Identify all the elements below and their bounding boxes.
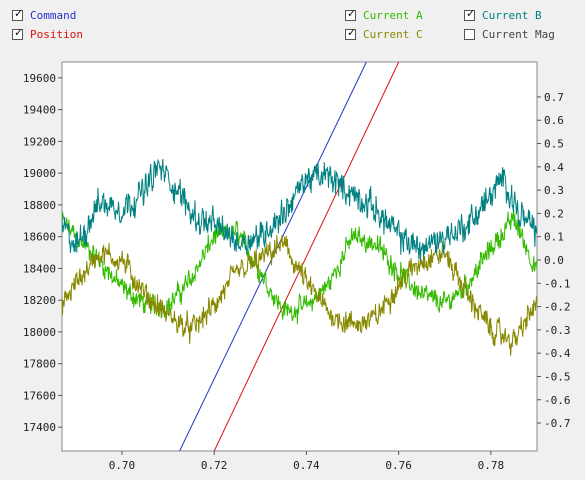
right-tick-label: -0.1 [544,277,571,290]
right-tick-label: -0.2 [544,301,571,314]
x-tick-label: 0.78 [478,459,505,472]
checkmark-icon: ✓ [347,6,357,20]
left-tick-label: 18800 [23,199,56,212]
position-checkbox[interactable]: ✓ [12,25,24,40]
series-line-position [213,62,400,451]
right-tick-label: 0.6 [544,114,564,127]
checkmark-icon: ✓ [466,6,476,20]
series-line-current-b [62,158,537,262]
checkmark-icon: ✓ [347,25,357,39]
current-a-checkbox[interactable]: ✓ [345,6,357,21]
left-tick-label: 17800 [23,358,56,371]
left-tick-label: 17400 [23,421,56,434]
current-mag-checkbox[interactable] [464,28,475,40]
right-tick-label: 0.0 [544,254,564,267]
current-b-checkbox[interactable]: ✓ [464,6,476,21]
legend-item-current-c[interactable]: ✓ Current C [345,26,423,42]
left-tick-label: 19400 [23,104,56,117]
x-axis: 0.70 0.72 0.74 0.76 0.78 [109,451,504,472]
left-tick-label: 18600 [23,231,56,244]
right-tick-label: -0.3 [544,324,571,337]
legend-label-position: Position [30,27,83,41]
right-tick-label: 0.3 [544,184,564,197]
x-tick-label: 0.76 [385,459,412,472]
legend-label-current-mag: Current Mag [482,27,555,41]
right-tick-label: 0.1 [544,231,564,244]
series-group [62,62,537,451]
legend-item-position[interactable]: ✓ Position [12,26,83,42]
legend-label-current-c: Current C [363,27,423,41]
left-tick-label: 19000 [23,167,56,180]
right-y-axis: 0.7 0.6 0.5 0.4 0.3 0.2 0.1 0.0 -0.1 -0.2 -0.3 -0.4… [537,91,571,430]
command-checkbox[interactable]: ✓ [12,6,24,21]
left-tick-label: 18200 [23,294,56,307]
right-tick-label: 0.5 [544,138,564,151]
legend-item-current-a[interactable]: ✓ Current A [345,7,423,23]
x-tick-label: 0.72 [201,459,228,472]
left-y-axis: 17400 17600 17800 18000 18200 18400 18600 18800… [23,72,62,434]
legend-label-current-b: Current B [482,8,542,22]
left-tick-label: 19600 [23,72,56,85]
x-tick-label: 0.70 [109,459,136,472]
left-tick-label: 18000 [23,326,56,339]
legend-label-command: Command [30,8,77,22]
left-tick-label: 17600 [23,389,56,402]
right-tick-label: 0.4 [544,161,564,174]
right-tick-label: 0.2 [544,207,564,220]
current-c-checkbox[interactable]: ✓ [345,25,357,40]
legend-item-command[interactable]: ✓ Command [12,7,76,23]
legend-item-current-mag[interactable]: Current Mag [464,26,555,42]
right-tick-label: -0.4 [544,347,571,360]
legend-item-current-b[interactable]: ✓ Current B [464,7,542,23]
plot-area[interactable] [61,61,538,452]
checkmark-icon: ✓ [14,25,24,39]
checkmark-icon: ✓ [14,6,24,20]
right-tick-label: 0.7 [544,91,564,104]
x-tick-label: 0.74 [293,459,320,472]
right-tick-label: -0.5 [544,370,571,383]
right-tick-label: -0.7 [544,417,571,430]
left-tick-label: 19200 [23,135,56,148]
legend-label-current-a: Current A [363,8,423,22]
left-tick-label: 18400 [23,262,56,275]
series-line-current-c [62,235,537,356]
right-tick-label: -0.6 [544,394,571,407]
